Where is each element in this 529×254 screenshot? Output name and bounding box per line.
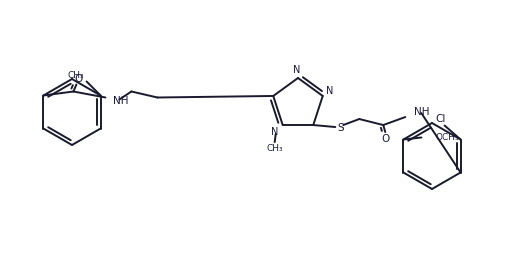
- Text: CH₃: CH₃: [267, 144, 283, 153]
- Text: OCH₃: OCH₃: [435, 133, 459, 142]
- Text: Cl: Cl: [435, 114, 446, 123]
- Text: O: O: [381, 134, 389, 144]
- Text: NH: NH: [414, 107, 430, 117]
- Text: N: N: [271, 127, 278, 137]
- Text: NH: NH: [113, 97, 129, 106]
- Text: O: O: [74, 73, 83, 84]
- Text: CH₃: CH₃: [68, 71, 85, 80]
- Text: S: S: [337, 123, 344, 133]
- Text: N: N: [293, 65, 300, 75]
- Text: N: N: [326, 86, 333, 96]
